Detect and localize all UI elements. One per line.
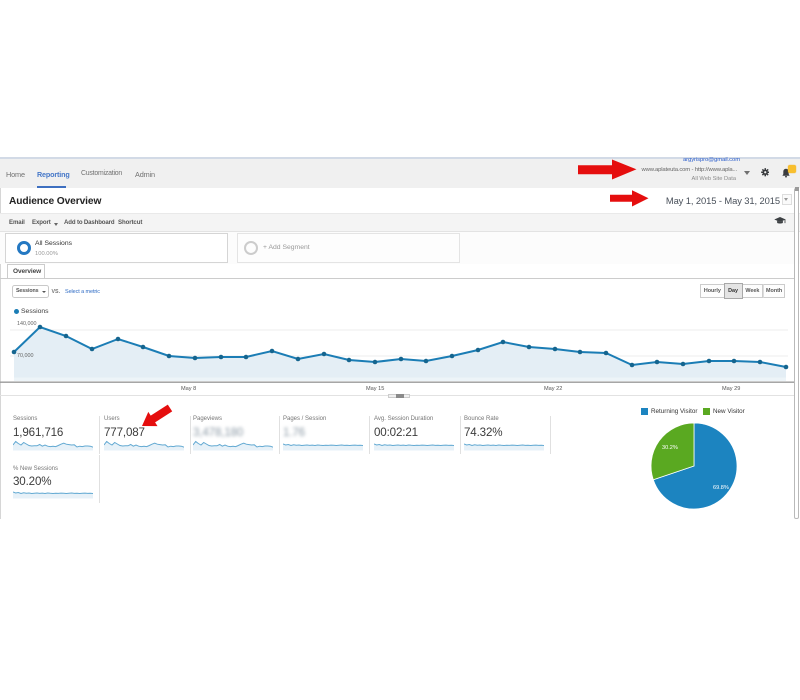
svg-text:30.2%: 30.2% (662, 445, 678, 451)
svg-text:69.8%: 69.8% (713, 485, 729, 491)
